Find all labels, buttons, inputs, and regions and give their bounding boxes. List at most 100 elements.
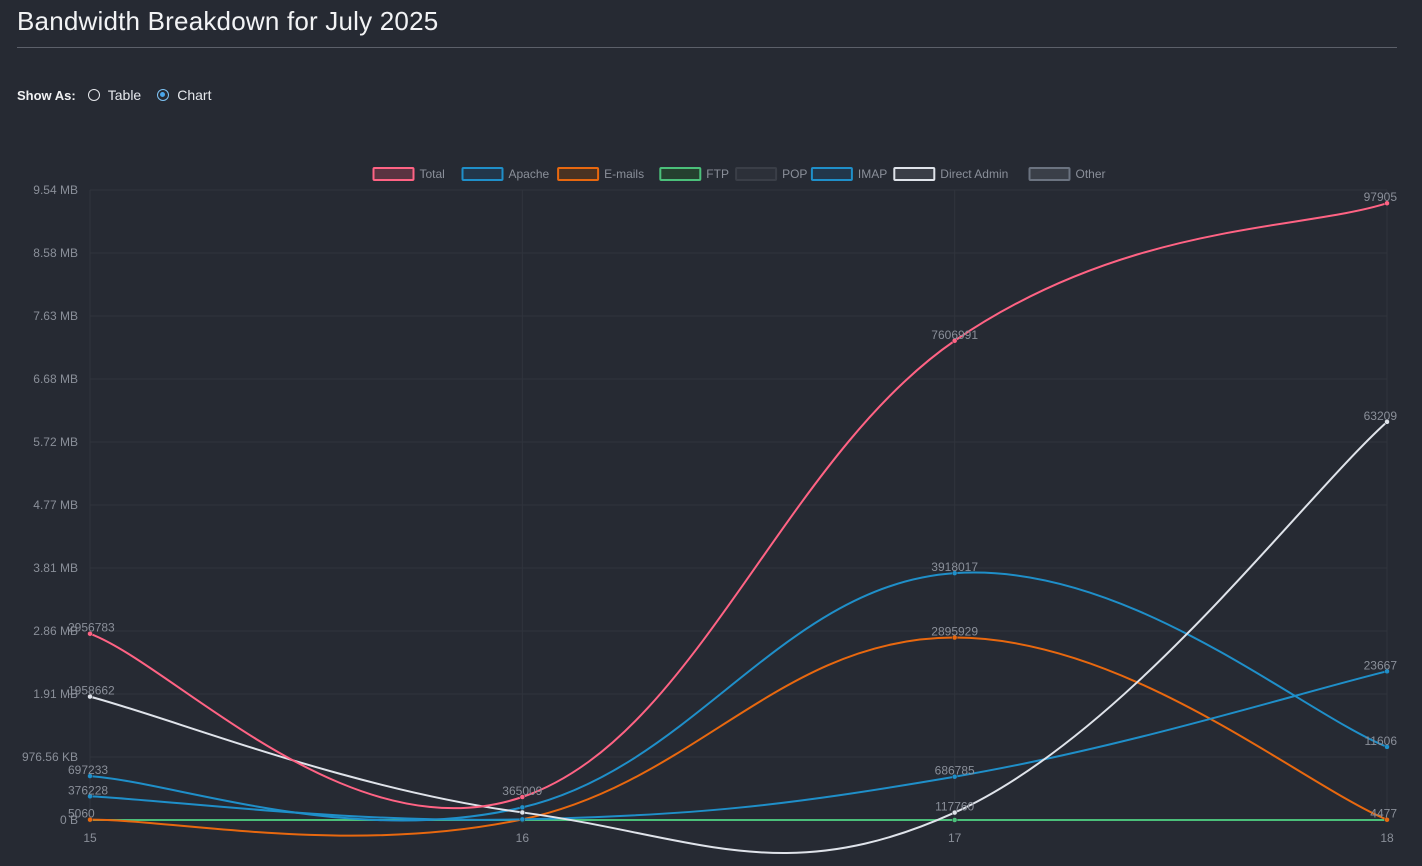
- series-line-imap: [89, 670, 1388, 821]
- series-line-direct-admin: [89, 421, 1388, 854]
- data-point[interactable]: [1384, 419, 1390, 425]
- title-divider: [17, 47, 1397, 48]
- y-tick-label: 3.81 MB: [33, 561, 78, 575]
- chart-legend[interactable]: Total Apache E-mails FTP POP IMAP Direct Admin…: [372, 167, 1106, 181]
- y-tick-label: 2.86 MB: [33, 624, 78, 638]
- legend-label: IMAP: [858, 167, 887, 181]
- series-total: 2956783 365009 7606991 97905: [68, 190, 1398, 810]
- data-label: 117760: [935, 800, 974, 814]
- table-radio[interactable]: [87, 89, 100, 101]
- data-point[interactable]: [951, 817, 958, 823]
- data-label: 3918017: [931, 560, 978, 574]
- data-point[interactable]: [951, 570, 958, 576]
- data-point[interactable]: [87, 793, 93, 800]
- data-label: 686785: [935, 764, 975, 778]
- legend-label: POP: [782, 167, 807, 181]
- legend-swatch: [810, 167, 853, 181]
- data-label: 11606: [1365, 734, 1398, 748]
- legend-label: FTP: [706, 167, 729, 181]
- show-as-label: Show As:: [17, 87, 76, 103]
- series-imap: 376228 686785 23667: [68, 658, 1398, 823]
- legend-item-direct-admin[interactable]: Direct Admin: [893, 167, 1008, 181]
- legend-label: Total: [420, 167, 445, 181]
- legend-item-imap[interactable]: IMAP: [810, 167, 887, 181]
- data-label: 697233: [68, 763, 108, 777]
- data-point[interactable]: [1384, 668, 1390, 675]
- legend-swatch: [557, 167, 600, 181]
- data-label: 5060: [68, 807, 95, 821]
- y-tick-label: 0 B: [60, 813, 78, 827]
- series-line-total: [89, 202, 1388, 810]
- chart-series: 5060 2895929 4477 376228 686785 23667 697233 39…: [68, 190, 1398, 854]
- data-point[interactable]: [519, 804, 526, 811]
- y-tick-label: 7.63 MB: [33, 309, 78, 323]
- data-point[interactable]: [951, 773, 958, 780]
- y-tick-label: 6.68 MB: [33, 372, 78, 386]
- legend-label: Apache: [509, 167, 550, 181]
- legend-swatch: [372, 167, 415, 181]
- data-point[interactable]: [519, 809, 526, 816]
- y-tick-label: 8.58 MB: [33, 246, 78, 260]
- legend-item-ftp[interactable]: FTP: [659, 167, 729, 181]
- chart-radio[interactable]: [157, 89, 170, 101]
- show-as-chart-option[interactable]: Chart: [157, 87, 211, 103]
- data-label: 376228: [68, 783, 108, 797]
- data-point[interactable]: [1384, 816, 1390, 823]
- data-point[interactable]: [951, 338, 958, 344]
- data-point[interactable]: [951, 809, 958, 816]
- page-title: Bandwidth Breakdown for July 2025: [17, 6, 439, 36]
- legend-swatch: [735, 167, 778, 181]
- series-line-apache: [89, 571, 1388, 822]
- legend-swatch: [893, 167, 936, 181]
- chart-radio-label: Chart: [177, 87, 212, 103]
- y-tick-label: 9.54 MB: [33, 183, 78, 197]
- x-tick-label: 16: [516, 831, 530, 845]
- x-tick-label: 18: [1380, 831, 1394, 845]
- y-tick-label: 5.72 MB: [33, 435, 78, 449]
- data-point[interactable]: [1384, 200, 1390, 206]
- table-radio-label: Table: [107, 87, 142, 103]
- data-label: 4477: [1370, 807, 1397, 821]
- data-label: 2895929: [931, 625, 978, 639]
- legend-item-pop[interactable]: POP: [735, 167, 807, 181]
- legend-swatch: [659, 167, 702, 181]
- show-as-control: Show As: Table Chart: [17, 85, 227, 105]
- legend-label: E-mails: [604, 167, 644, 181]
- legend-item-e-mails[interactable]: E-mails: [557, 167, 644, 181]
- y-tick-label: 1.91 MB: [33, 687, 78, 701]
- data-label: 97905: [1364, 190, 1398, 204]
- data-point[interactable]: [87, 773, 93, 779]
- chart-grid: 0 B 976.56 KB 1.91 MB 2.86 MB 3.81 MB 4.77 MB…: [22, 183, 1394, 845]
- legend-item-total[interactable]: Total: [372, 167, 445, 181]
- legend-item-other[interactable]: Other: [1028, 167, 1106, 181]
- data-point[interactable]: [87, 816, 93, 823]
- legend-label: Other: [1076, 167, 1106, 181]
- series-e-mails: 5060 2895929 4477: [68, 625, 1397, 837]
- data-point[interactable]: [1384, 744, 1390, 750]
- data-label: 2956783: [68, 621, 115, 635]
- data-point[interactable]: [519, 794, 526, 800]
- series-ftp: [87, 817, 1390, 823]
- y-tick-label: 4.77 MB: [33, 498, 78, 512]
- y-tick-label: 976.56 KB: [22, 750, 78, 764]
- series-line-e-mails: [89, 636, 1388, 837]
- data-point[interactable]: [87, 630, 93, 637]
- data-label: 1958662: [68, 684, 115, 698]
- legend-swatch: [461, 167, 504, 181]
- x-tick-label: 17: [948, 831, 962, 845]
- legend-swatch: [1028, 167, 1071, 181]
- data-point[interactable]: [951, 634, 958, 641]
- series-apache: 697233 3918017 11606: [68, 560, 1398, 822]
- x-tick-label: 15: [83, 831, 97, 845]
- legend-item-apache[interactable]: Apache: [461, 167, 550, 181]
- data-point[interactable]: [87, 693, 93, 700]
- data-label: 365009: [502, 784, 542, 798]
- series-direct-admin: 1958662 117760 63209: [68, 409, 1398, 854]
- legend-label: Direct Admin: [940, 167, 1008, 181]
- data-label: 23667: [1364, 658, 1398, 672]
- data-label: 7606991: [931, 328, 978, 342]
- show-as-table-option[interactable]: Table: [87, 87, 142, 103]
- data-label: 63209: [1364, 409, 1398, 423]
- data-point[interactable]: [519, 816, 526, 823]
